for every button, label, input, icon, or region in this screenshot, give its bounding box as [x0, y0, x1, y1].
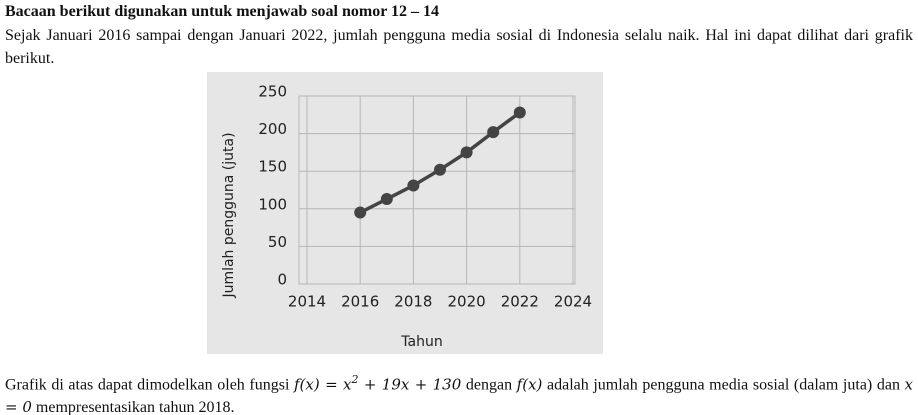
y-tick-label: 250: [258, 83, 287, 101]
x-tick-label: 2024: [554, 293, 592, 311]
chart: Tahun Jumlah pengguna (juta) 0 50 100 150 20…: [207, 72, 603, 354]
x-tick-label: 2016: [341, 293, 379, 311]
y-tick-label: 50: [268, 233, 287, 251]
x-axis-label: Tahun: [400, 334, 442, 350]
text: mempresentasikan tahun 2018.: [31, 399, 235, 415]
math: f(x): [516, 375, 543, 394]
data-point: [487, 126, 500, 139]
math: 2: [351, 373, 359, 386]
y-tick-label: 150: [258, 158, 287, 176]
data-point: [434, 163, 446, 176]
y-tick-label: 100: [258, 195, 287, 213]
text: Grafik di atas dapat dimodelkan oleh fun…: [5, 376, 294, 394]
math: + 19x + 130: [358, 375, 462, 394]
data-point: [513, 106, 526, 119]
text: adalah jumlah pengguna media sosial (dal…: [542, 376, 905, 394]
paragraph: Sejak Januari 2016 sampai dengan Januari…: [5, 27, 913, 67]
heading: Bacaan berikut digunakan untuk menjawab …: [5, 3, 440, 20]
x-tick-label: 2014: [288, 293, 326, 311]
chart-background: [207, 72, 603, 354]
x-tick-label: 2020: [448, 293, 486, 311]
y-tick-label: 0: [277, 271, 287, 289]
math: f(x) = x: [294, 375, 352, 394]
paragraph: Grafik di atas dapat dimodelkan oleh fun…: [5, 368, 913, 415]
data-point: [407, 179, 420, 192]
math: x = 0: [5, 375, 914, 415]
x-tick-label: 2018: [394, 293, 432, 311]
text: dengan: [461, 376, 517, 394]
data-point: [460, 146, 473, 159]
data-point: [354, 206, 367, 219]
y-axis-label: Jumlah pengguna (juta): [221, 132, 237, 298]
x-tick-label: 2022: [501, 293, 539, 311]
y-tick-label: 200: [258, 120, 287, 138]
data-point: [380, 193, 393, 206]
